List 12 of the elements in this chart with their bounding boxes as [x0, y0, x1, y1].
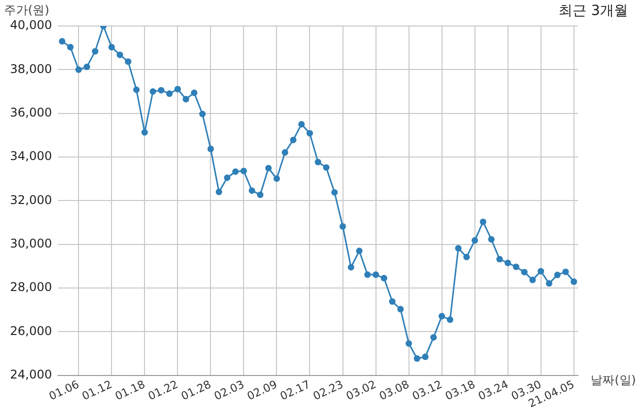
x-axis-title: 날짜(일) — [590, 372, 636, 389]
y-tick-label: 32,000 — [10, 192, 52, 207]
y-axis-title: 주가(원) — [4, 2, 50, 19]
y-tick-label: 26,000 — [10, 324, 52, 338]
y-tick-label: 28,000 — [10, 280, 52, 294]
y-tick-label: 30,000 — [10, 236, 52, 250]
y-tick-label: 40,000 — [10, 18, 52, 32]
y-tick-label: 34,000 — [10, 149, 52, 164]
y-tick-label: 38,000 — [10, 62, 52, 76]
y-tick-label: 36,000 — [10, 105, 52, 120]
chart-title: 최근 3개월 — [558, 2, 628, 20]
y-tick-label: 24,000 — [10, 367, 52, 382]
